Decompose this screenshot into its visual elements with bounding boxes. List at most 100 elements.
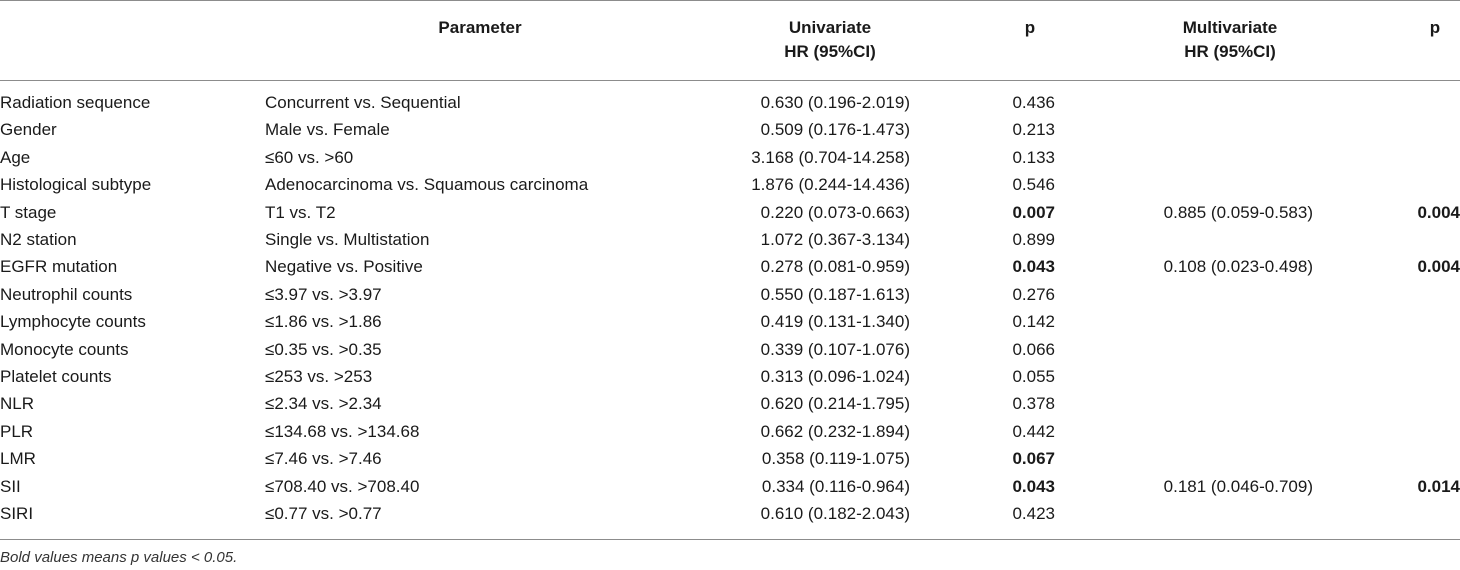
row-comparison: Male vs. Female	[265, 120, 390, 140]
row-multivariate-hr	[1055, 171, 1313, 198]
footnote: Bold values means p values < 0.05.	[0, 549, 238, 566]
row-univariate-p: 0.899	[1012, 230, 1055, 250]
row-multivariate-hr: 0.885 (0.059-0.583)	[1163, 202, 1313, 222]
table-row: SII ≤708.40 vs. >708.40 0.334 (0.116-0.964…	[0, 473, 1460, 500]
row-univariate-p: 0.055	[1012, 367, 1055, 387]
row-parameter-name: Monocyte counts	[0, 339, 129, 359]
row-univariate-p: 0.378	[1012, 394, 1055, 414]
row-comparison: ≤2.34 vs. >2.34	[265, 394, 382, 414]
row-univariate-hr: 0.339 (0.107-1.076)	[760, 339, 910, 359]
table-row: Histological subtype Adenocarcinoma vs. S…	[0, 171, 1460, 198]
row-univariate-p: 0.043	[1012, 476, 1055, 496]
row-multivariate-hr	[1055, 116, 1313, 143]
row-multivariate-p	[1313, 308, 1460, 335]
row-univariate-p: 0.142	[1012, 312, 1055, 332]
table-row: T stage T1 vs. T2 0.220 (0.073-0.663) 0.007…	[0, 199, 1460, 226]
row-parameter-name: Radiation sequence	[0, 93, 151, 112]
table-body: Radiation sequence Concurrent vs. Sequent…	[0, 89, 1460, 528]
row-univariate-hr: 0.278 (0.081-0.959)	[760, 257, 910, 277]
header-parameter: Parameter	[380, 16, 580, 40]
row-comparison: ≤708.40 vs. >708.40	[265, 476, 420, 496]
row-multivariate-p	[1313, 116, 1460, 143]
row-univariate-hr: 0.313 (0.096-1.024)	[760, 367, 910, 387]
header-parameter-label: Parameter	[438, 18, 522, 37]
row-parameter-name: PLR	[0, 421, 34, 441]
header-multivariate-label: Multivariate	[1182, 18, 1278, 37]
row-multivariate-p	[1313, 171, 1460, 198]
row-univariate-p: 0.043	[1012, 257, 1055, 277]
row-multivariate-p	[1313, 281, 1460, 308]
header-univariate-sublabel: HR (95%CI)	[784, 42, 876, 61]
row-multivariate-p: 0.004	[1417, 202, 1460, 222]
row-parameter-name: Neutrophil counts	[0, 284, 133, 304]
row-multivariate-p	[1313, 89, 1460, 116]
row-comparison: Single vs. Multistation	[265, 230, 430, 250]
table-row: EGFR mutation Negative vs. Positive 0.278 …	[0, 253, 1460, 280]
row-comparison: ≤253 vs. >253	[265, 367, 373, 387]
row-comparison: ≤3.97 vs. >3.97	[265, 284, 382, 304]
table-row: Neutrophil counts ≤3.97 vs. >3.97 0.550 (0…	[0, 281, 1460, 308]
row-parameter-name: T stage	[0, 202, 57, 222]
table-row: Monocyte counts ≤0.35 vs. >0.35 0.339 (0.1…	[0, 336, 1460, 363]
row-multivariate-hr: 0.108 (0.023-0.498)	[1163, 257, 1313, 277]
row-parameter-name: N2 station	[0, 230, 77, 250]
header-multivariate-p: p	[1420, 16, 1450, 40]
row-multivariate-hr	[1055, 445, 1313, 472]
row-multivariate-p	[1313, 390, 1460, 417]
header-multivariate-sublabel: HR (95%CI)	[1184, 42, 1276, 61]
row-comparison: ≤0.35 vs. >0.35	[265, 339, 382, 359]
row-univariate-p: 0.436	[1012, 93, 1055, 112]
row-multivariate-p	[1313, 445, 1460, 472]
row-univariate-p: 0.213	[1012, 120, 1055, 140]
row-multivariate-p	[1313, 226, 1460, 253]
row-univariate-hr: 0.509 (0.176-1.473)	[760, 120, 910, 140]
row-univariate-hr: 0.630 (0.196-2.019)	[760, 93, 910, 112]
row-multivariate-hr	[1055, 336, 1313, 363]
header-p1-label: p	[1024, 18, 1036, 37]
table-row: NLR ≤2.34 vs. >2.34 0.620 (0.214-1.795) 0.3…	[0, 390, 1460, 417]
table-row: Platelet counts ≤253 vs. >253 0.313 (0.096…	[0, 363, 1460, 390]
row-multivariate-hr	[1055, 363, 1313, 390]
row-comparison: ≤60 vs. >60	[265, 147, 354, 167]
header-multivariate: Multivariate HR (95%CI)	[1120, 16, 1340, 64]
table-row: Radiation sequence Concurrent vs. Sequent…	[0, 89, 1460, 116]
table-row: Age ≤60 vs. >60 3.168 (0.704-14.258) 0.133	[0, 144, 1460, 171]
row-univariate-hr: 1.876 (0.244-14.436)	[751, 175, 910, 195]
row-multivariate-p	[1313, 336, 1460, 363]
row-parameter-name: SII	[0, 476, 21, 496]
row-parameter-name: SIRI	[0, 504, 34, 524]
table-row: PLR ≤134.68 vs. >134.68 0.662 (0.232-1.894…	[0, 418, 1460, 445]
row-multivariate-p: 0.004	[1417, 257, 1460, 277]
bottom-rule	[0, 539, 1460, 540]
row-multivariate-hr: 0.181 (0.046-0.709)	[1163, 476, 1313, 496]
row-univariate-p: 0.276	[1012, 284, 1055, 304]
row-parameter-name: Platelet counts	[0, 367, 112, 387]
row-univariate-p: 0.546	[1012, 175, 1055, 195]
header-univariate: Univariate HR (95%CI)	[720, 16, 940, 64]
row-multivariate-hr	[1055, 144, 1313, 171]
row-multivariate-hr	[1055, 89, 1313, 116]
row-parameter-name: LMR	[0, 449, 36, 469]
row-multivariate-hr	[1055, 308, 1313, 335]
row-parameter-name: Age	[0, 147, 31, 167]
row-multivariate-p	[1313, 500, 1460, 527]
row-comparison: Negative vs. Positive	[265, 257, 423, 277]
row-univariate-hr: 0.662 (0.232-1.894)	[760, 421, 910, 441]
row-comparison: ≤7.46 vs. >7.46	[265, 449, 382, 469]
row-multivariate-hr	[1055, 226, 1313, 253]
header-rule	[0, 80, 1460, 81]
row-parameter-name: Gender	[0, 120, 57, 140]
row-univariate-p: 0.067	[1012, 449, 1055, 469]
row-comparison: T1 vs. T2	[265, 202, 336, 222]
row-univariate-hr: 0.334 (0.116-0.964)	[761, 476, 910, 496]
row-comparison: ≤134.68 vs. >134.68	[265, 421, 420, 441]
top-rule	[0, 0, 1460, 1]
row-multivariate-hr	[1055, 500, 1313, 527]
header-p2-label: p	[1429, 18, 1441, 37]
row-multivariate-p: 0.014	[1417, 476, 1460, 496]
row-univariate-hr: 0.358 (0.119-1.075)	[761, 449, 910, 469]
table-row: Gender Male vs. Female 0.509 (0.176-1.473)…	[0, 116, 1460, 143]
row-multivariate-p	[1313, 363, 1460, 390]
row-univariate-p: 0.133	[1012, 147, 1055, 167]
